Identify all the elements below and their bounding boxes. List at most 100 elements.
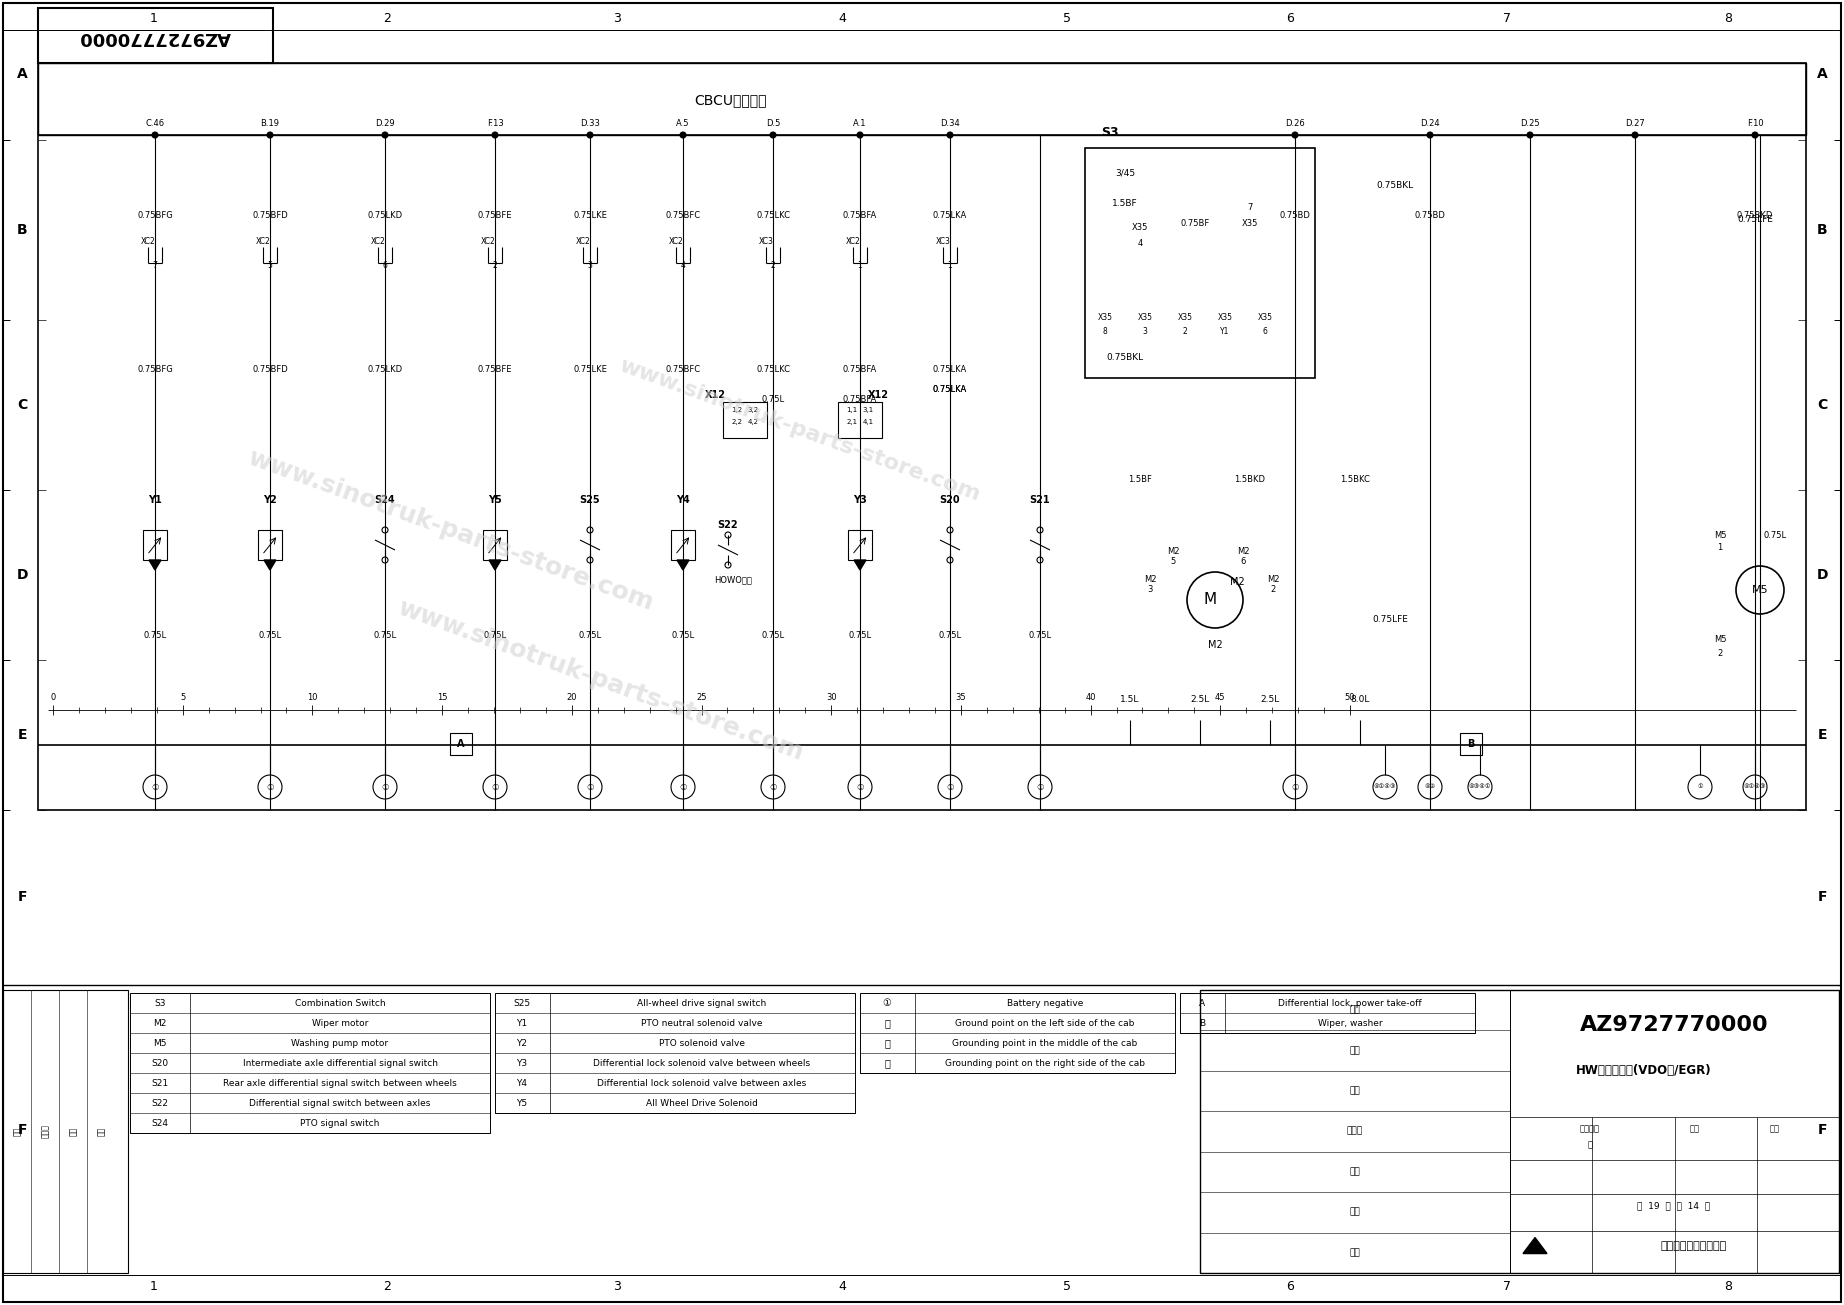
Text: 0.75BFG: 0.75BFG — [136, 365, 173, 375]
Text: X12: X12 — [867, 390, 889, 401]
Text: M2: M2 — [1143, 576, 1156, 585]
Text: 3/45: 3/45 — [1116, 168, 1136, 177]
Circle shape — [771, 132, 776, 138]
Text: 日期: 日期 — [96, 1126, 105, 1135]
Text: Differential signal switch between axles: Differential signal switch between axles — [249, 1099, 431, 1108]
Circle shape — [725, 532, 730, 538]
Circle shape — [483, 775, 507, 799]
Text: 2: 2 — [492, 261, 498, 270]
Text: ⒒: ⒒ — [883, 1037, 891, 1048]
Polygon shape — [1523, 1237, 1547, 1254]
Bar — [859, 993, 1175, 1073]
Text: 7: 7 — [1247, 204, 1252, 213]
Text: HOWO桥用: HOWO桥用 — [714, 576, 752, 585]
Text: 40: 40 — [1086, 693, 1095, 702]
Text: 2: 2 — [384, 1280, 391, 1293]
Text: 0.75BKD: 0.75BKD — [1737, 210, 1774, 219]
Text: X35: X35 — [1258, 313, 1272, 322]
Text: 0.75L: 0.75L — [483, 630, 507, 639]
Text: A: A — [1199, 998, 1206, 1007]
Text: M: M — [1204, 592, 1217, 608]
Text: 0.75BFA: 0.75BFA — [843, 210, 878, 219]
Text: 2: 2 — [384, 12, 391, 25]
Text: Differential lock, power take-off: Differential lock, power take-off — [1278, 998, 1422, 1007]
Text: Ground point on the left side of the cab: Ground point on the left side of the cab — [955, 1018, 1134, 1027]
Text: 15: 15 — [437, 693, 448, 702]
Text: S24: S24 — [151, 1118, 168, 1128]
Text: 1: 1 — [948, 261, 952, 270]
Text: 3: 3 — [1147, 586, 1152, 595]
Text: Y2: Y2 — [264, 495, 277, 505]
Circle shape — [1632, 132, 1637, 138]
Text: Differential lock solenoid valve between wheels: Differential lock solenoid valve between… — [594, 1058, 811, 1067]
Text: XC3: XC3 — [760, 236, 774, 245]
Text: XC2: XC2 — [371, 236, 385, 245]
Text: 1.5BKC: 1.5BKC — [1341, 475, 1370, 484]
Circle shape — [586, 527, 594, 532]
Text: X35: X35 — [1241, 218, 1258, 227]
Text: 质量: 质量 — [1689, 1125, 1700, 1134]
Bar — [450, 733, 472, 756]
Text: ④②: ④② — [1424, 784, 1436, 790]
Text: 审核: 审核 — [1350, 1086, 1361, 1095]
Text: 2,2: 2,2 — [732, 419, 743, 425]
Text: Wiper, washer: Wiper, washer — [1318, 1018, 1383, 1027]
Text: 0.75LKE: 0.75LKE — [573, 210, 607, 219]
Text: ④③④①: ④③④① — [1470, 784, 1492, 790]
Bar — [671, 530, 695, 560]
Text: AZ9727770000: AZ9727770000 — [79, 27, 230, 46]
Text: Grounding point in the middle of the cab: Grounding point in the middle of the cab — [952, 1039, 1138, 1048]
Text: Y4: Y4 — [516, 1078, 527, 1087]
Circle shape — [586, 132, 594, 138]
Text: 0.75L: 0.75L — [762, 630, 784, 639]
Text: 0.75LFE: 0.75LFE — [1372, 616, 1409, 625]
Circle shape — [1293, 132, 1298, 138]
Text: 0.75L: 0.75L — [1029, 630, 1051, 639]
Polygon shape — [854, 560, 867, 570]
Text: S3: S3 — [155, 998, 166, 1007]
Text: 比例: 比例 — [1770, 1125, 1779, 1134]
Text: M2: M2 — [1230, 577, 1245, 587]
Text: 0.75L: 0.75L — [848, 630, 872, 639]
Text: 6: 6 — [1263, 326, 1267, 335]
Text: E: E — [1816, 728, 1827, 743]
Text: 5: 5 — [1062, 1280, 1071, 1293]
Text: HW电气原理图(VDO线/EGR): HW电气原理图(VDO线/EGR) — [1577, 1064, 1711, 1077]
Text: ①: ① — [856, 783, 863, 792]
Circle shape — [1036, 557, 1044, 562]
Circle shape — [1687, 775, 1711, 799]
Text: 8.0L: 8.0L — [1350, 696, 1370, 705]
Circle shape — [382, 527, 387, 532]
Bar — [723, 402, 767, 438]
Text: 0.75L: 0.75L — [671, 630, 695, 639]
Text: 0.75L: 0.75L — [144, 630, 166, 639]
Circle shape — [671, 775, 695, 799]
Circle shape — [848, 775, 872, 799]
Text: ①: ① — [1291, 783, 1298, 792]
Text: 工艺: 工艺 — [1350, 1167, 1361, 1176]
Circle shape — [1374, 775, 1398, 799]
Text: All Wheel Drive Solenoid: All Wheel Drive Solenoid — [645, 1099, 758, 1108]
Text: E: E — [17, 728, 28, 743]
Text: ①: ① — [266, 783, 273, 792]
Text: Differential lock solenoid valve between axles: Differential lock solenoid valve between… — [597, 1078, 806, 1087]
Text: www.sinotruk-parts-store.com: www.sinotruk-parts-store.com — [616, 355, 983, 505]
Circle shape — [725, 562, 730, 568]
Text: Intermediate axle differential signal switch: Intermediate axle differential signal sw… — [243, 1058, 437, 1067]
Text: 0.75BFE: 0.75BFE — [478, 365, 513, 375]
Text: 4: 4 — [837, 12, 846, 25]
Text: A: A — [17, 67, 28, 81]
Text: 1.5BKD: 1.5BKD — [1234, 475, 1265, 484]
Circle shape — [762, 775, 786, 799]
Text: 0.75BFC: 0.75BFC — [666, 210, 701, 219]
Circle shape — [1027, 775, 1051, 799]
Text: 8: 8 — [1724, 12, 1732, 25]
Circle shape — [586, 557, 594, 562]
Text: 0.75LKC: 0.75LKC — [756, 210, 789, 219]
Circle shape — [1283, 775, 1307, 799]
Text: 4,2: 4,2 — [747, 419, 758, 425]
Text: 中国重型汽车集团公司: 中国重型汽车集团公司 — [1661, 1241, 1728, 1250]
Text: 0.75L: 0.75L — [939, 630, 961, 639]
Text: M5: M5 — [153, 1039, 166, 1048]
Text: www.sinotruk-parts-store.com: www.sinotruk-parts-store.com — [243, 445, 656, 615]
